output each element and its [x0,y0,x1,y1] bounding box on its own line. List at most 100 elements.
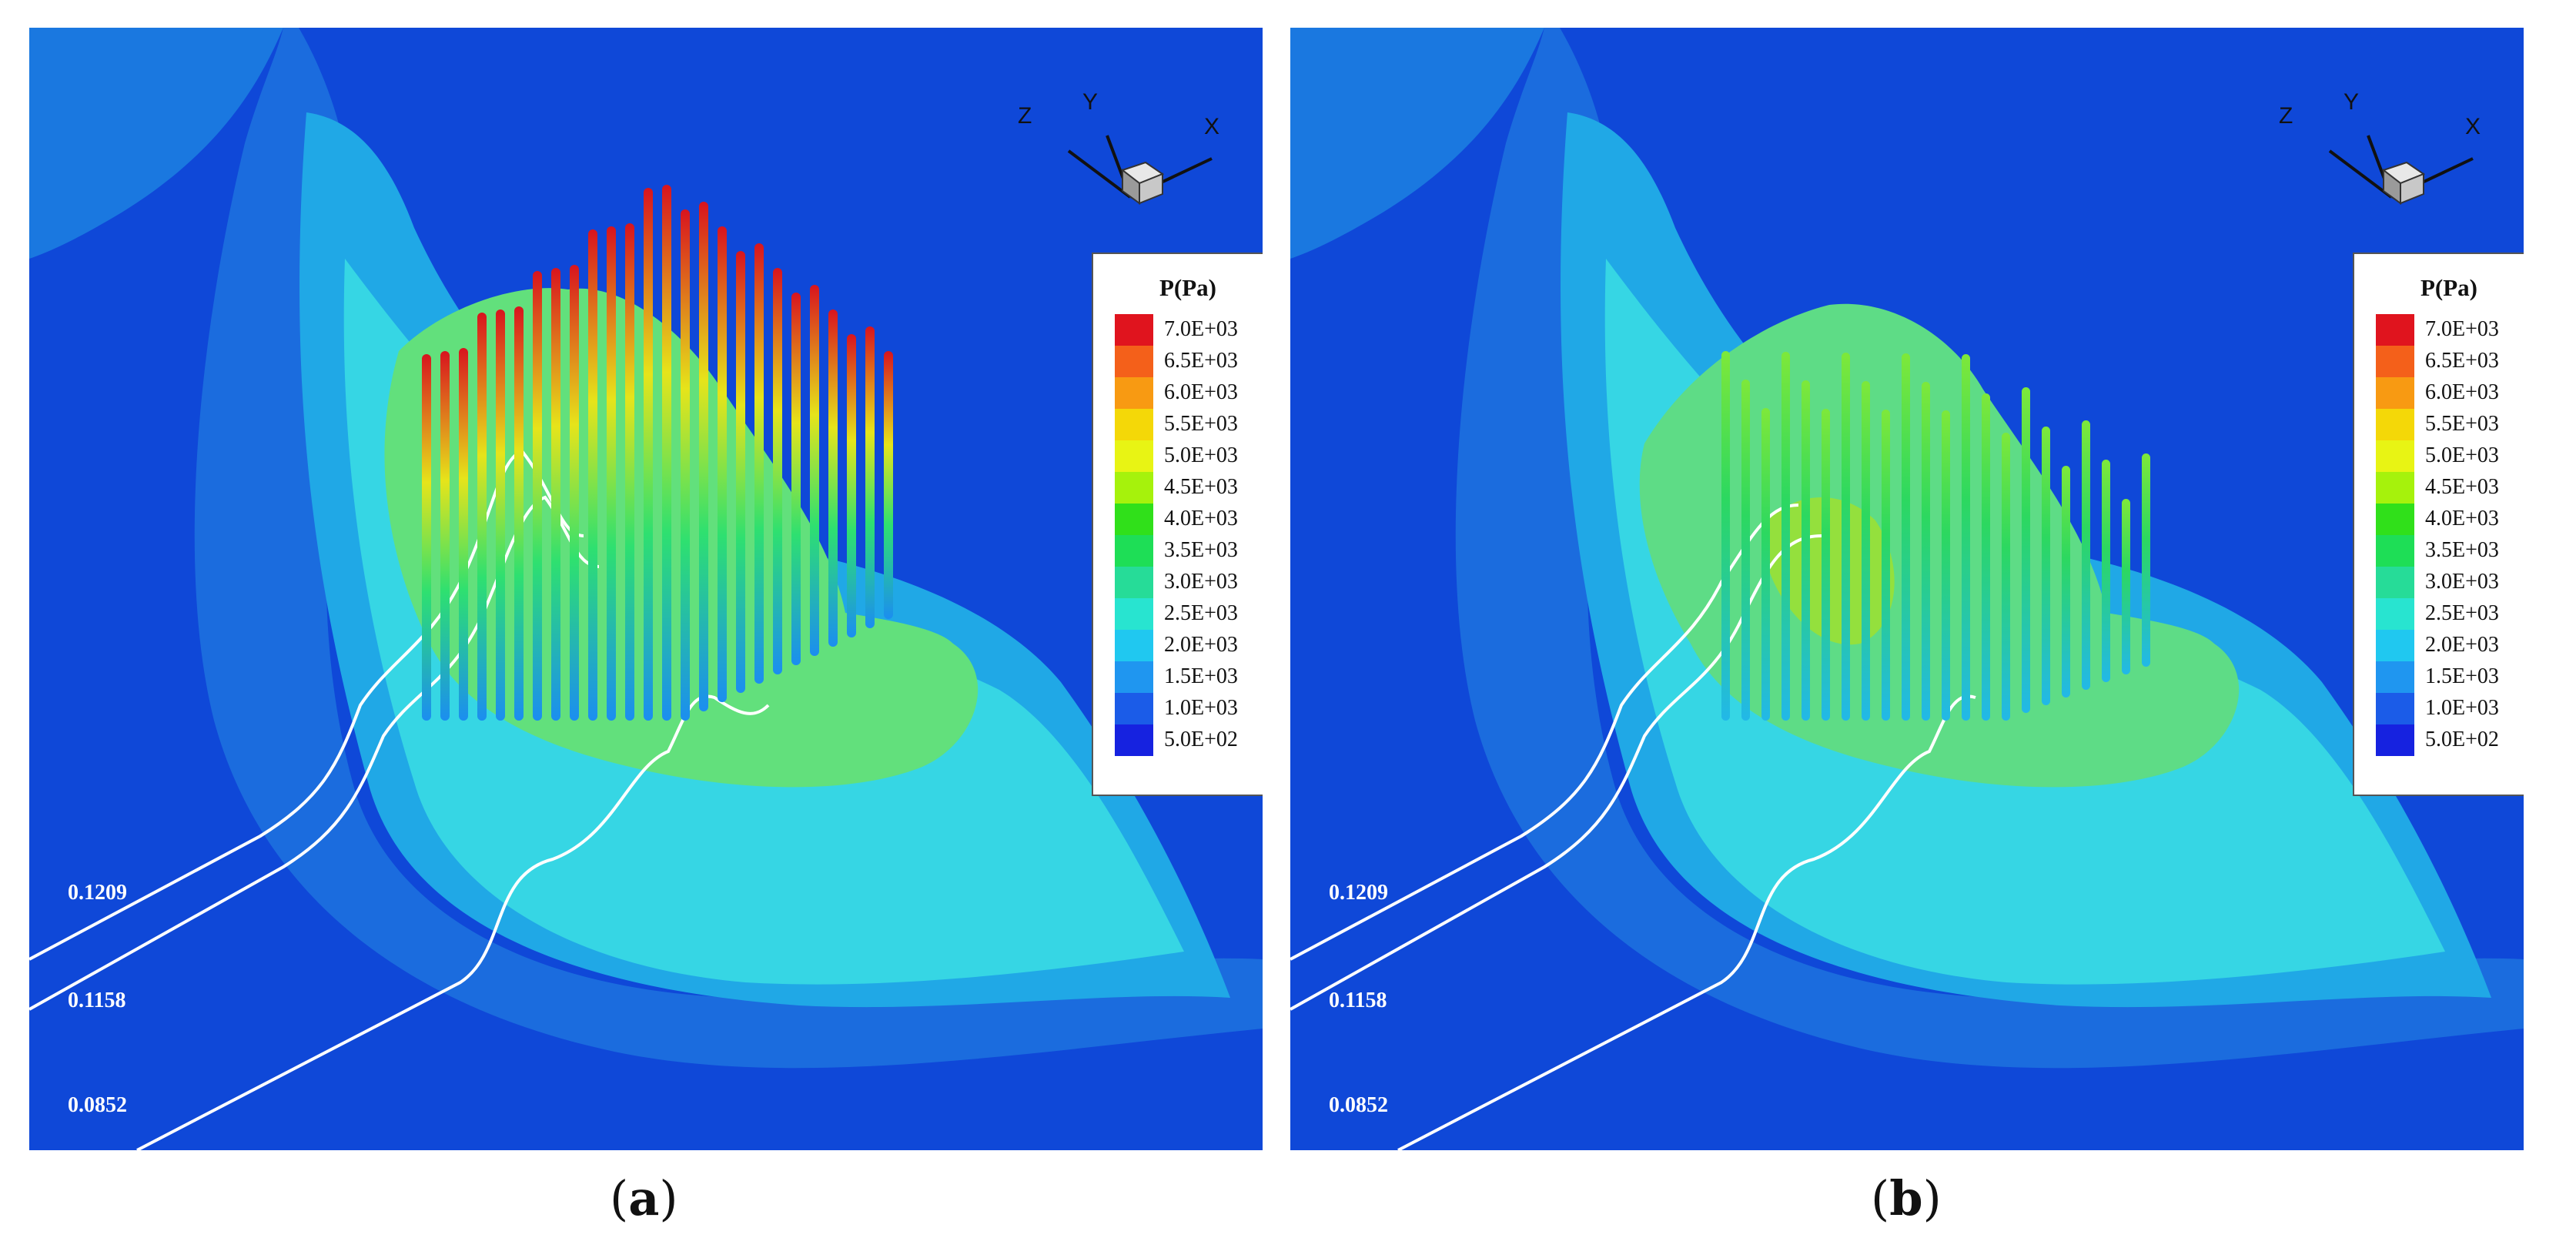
legend-swatch [1115,440,1153,472]
legend-label: 3.5E+03 [1164,538,1238,562]
pressure-rod [440,351,450,721]
pressure-rod [570,265,579,721]
legend-row: 5.0E+02 [1115,724,1263,756]
panel-b: Z Y X P(Pa) 7.0E+03 6.5E+03 6.0E+03 5.5E+03… [1290,28,2524,1150]
axis-triad-icon [1067,135,1213,205]
legend-swatch [2376,535,2414,567]
legend-label: 3.0E+03 [2425,570,2499,594]
legend-row: 4.0E+03 [1115,504,1263,535]
pressure-rod [1802,380,1810,721]
pressure-rod [2062,466,2070,698]
legend-label: 2.5E+03 [2425,601,2499,625]
legend-row: 6.5E+03 [2376,346,2524,377]
pressure-rod [477,313,487,721]
pressure-rod [1922,382,1930,721]
pressure-rod [1741,380,1750,721]
legend-label: 3.0E+03 [1164,570,1238,594]
legend-swatch [2376,504,2414,535]
pressure-rod [1822,409,1830,721]
legend-row: 2.0E+03 [2376,630,2524,661]
level-label-2: 0.1158 [68,989,126,1012]
top-band [1290,28,1544,259]
level-label-1: 0.1209 [1329,881,1388,905]
pressure-rod [1902,353,1910,721]
legend-swatch [2376,440,2414,472]
level-label-2: 0.1158 [1329,989,1387,1012]
legend-swatch [2376,598,2414,630]
legend-label: 5.0E+02 [2425,728,2499,751]
pressure-rod [625,223,634,721]
axis-triad-icon [2328,135,2474,205]
legend-label: 2.5E+03 [1164,601,1238,625]
legend-swatch [2376,472,2414,504]
legend-label: 5.0E+03 [1164,443,1238,467]
legend-swatch [1115,598,1153,630]
pressure-rod [718,226,727,702]
pressure-rod [699,202,708,711]
pressure-rod [422,354,431,721]
caption-close: ) [1922,1170,1942,1226]
legend-label: 2.0E+03 [2425,633,2499,657]
legend-swatch [1115,630,1153,661]
legend-label: 1.5E+03 [2425,664,2499,688]
caption-letter: a [628,1170,660,1226]
legend-swatch [2376,314,2414,346]
legend-swatch [1115,567,1153,598]
pressure-rod [1942,410,1950,721]
pressure-rod [810,285,819,656]
legend-row: 1.5E+03 [2376,661,2524,693]
legend-row: 5.5E+03 [2376,409,2524,440]
z-axis-label: Z [2279,103,2293,129]
legend-swatch [2376,377,2414,409]
legend-row: 2.5E+03 [2376,598,2524,630]
pressure-rod [2102,460,2110,682]
pressure-rod [773,268,782,674]
pressure-rod [662,185,671,721]
legend-label: 5.0E+02 [1164,728,1238,751]
legend-label: 6.0E+03 [1164,380,1238,404]
pressure-rod [2082,420,2090,690]
legend-label: 6.5E+03 [1164,349,1238,373]
legend-swatch [1115,377,1153,409]
legend-label: 7.0E+03 [2425,317,2499,341]
legend-swatch [1115,724,1153,756]
pressure-rod [791,293,801,665]
pressure-rod [2002,433,2010,721]
pressure-rod [1982,393,1990,721]
panel-a: Z Y X P(Pa) 7.0E+03 6.5E+03 6.0E+03 5.5E+03… [29,28,1263,1150]
legend-swatch [1115,504,1153,535]
pressure-rod [496,309,505,721]
pressure-rods-a [422,185,893,721]
pressure-rod [459,348,468,721]
legend-row: 7.0E+03 [1115,314,1263,346]
legend-swatch [2376,693,2414,724]
legend-row: 3.0E+03 [1115,567,1263,598]
pressure-rod [533,271,542,721]
legend-swatch [1115,346,1153,377]
pressure-rod [2022,387,2030,713]
legend-row: 7.0E+03 [2376,314,2524,346]
legend-row: 3.5E+03 [1115,535,1263,567]
pressure-rod [2122,499,2130,674]
legend-row: 3.5E+03 [2376,535,2524,567]
legend-row: 6.0E+03 [2376,377,2524,409]
level-label-3: 0.0852 [68,1093,127,1117]
legend-row: 3.0E+03 [2376,567,2524,598]
caption-close: ) [659,1170,678,1226]
contour-line-1 [1290,504,1799,961]
pressure-field-a [29,28,1263,1150]
legend-label: 5.5E+03 [1164,412,1238,436]
legend-row: 4.5E+03 [2376,472,2524,504]
contour-line-2 [1290,534,1822,1011]
legend-label: 5.0E+03 [2425,443,2499,467]
legend-row: 5.5E+03 [1115,409,1263,440]
top-band [29,28,283,259]
pressure-rod [1862,381,1870,721]
legend-title: P(Pa) [2420,274,2478,301]
legend-label: 4.5E+03 [1164,475,1238,499]
legend-row: 1.5E+03 [1115,661,1263,693]
legend-swatch [1115,661,1153,693]
pressure-rod [828,309,838,647]
pressure-rod [644,188,653,721]
legend-label: 3.5E+03 [2425,538,2499,562]
